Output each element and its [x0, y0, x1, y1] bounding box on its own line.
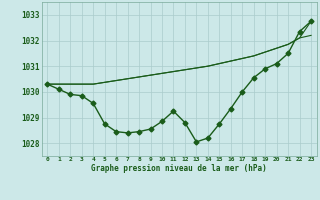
X-axis label: Graphe pression niveau de la mer (hPa): Graphe pression niveau de la mer (hPa)	[91, 164, 267, 173]
